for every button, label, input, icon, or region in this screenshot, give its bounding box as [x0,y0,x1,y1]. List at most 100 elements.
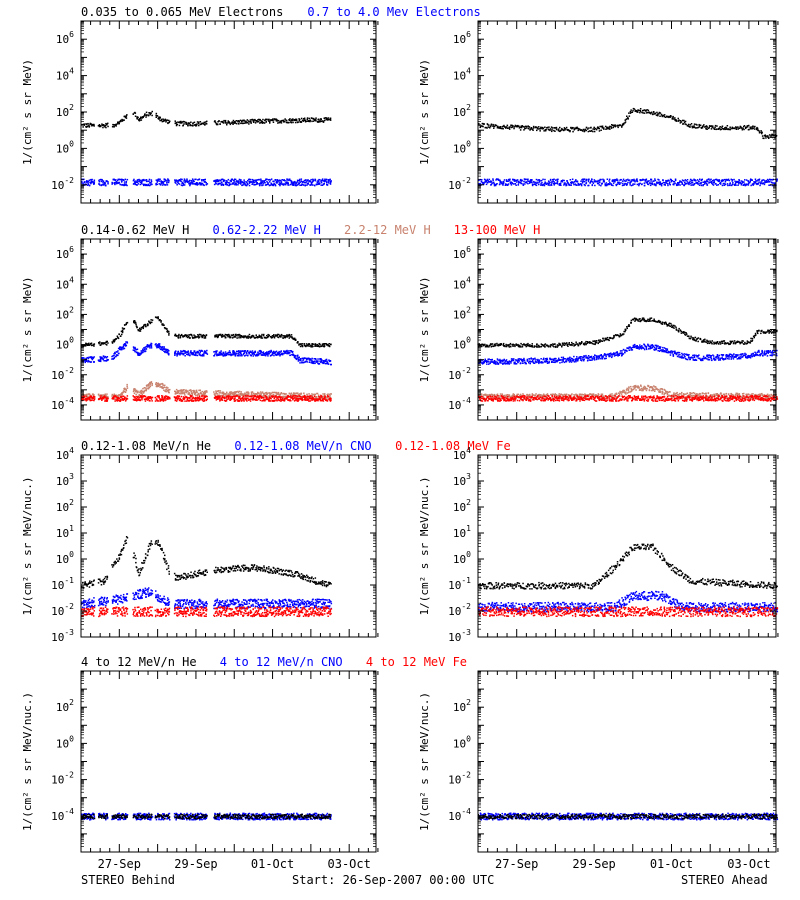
data-point [625,183,627,185]
data-point [674,179,677,181]
data-point [589,182,592,184]
data-point [257,337,259,339]
data-point [87,182,89,184]
data-point [87,180,89,182]
data-point [270,349,272,352]
data-point [656,182,658,185]
data-point [751,126,753,128]
data-point [672,116,674,118]
data-point [147,114,150,116]
data-point [104,393,106,395]
data-point [308,393,310,395]
data-point [281,179,283,181]
data-point [256,183,259,185]
data-point [326,118,329,121]
data-point [527,180,529,182]
data-point [728,179,731,182]
data-point [694,127,697,129]
data-point [266,352,268,354]
data-point [556,183,559,185]
data-point [503,179,506,181]
data-point [544,178,546,181]
data-point [144,346,147,348]
data-point [282,335,284,337]
data-point [107,181,109,183]
data-point [284,118,286,120]
data-point [182,335,184,337]
data-point [139,354,141,356]
data-point [495,179,497,181]
data-point [320,397,323,399]
data-point [273,118,276,120]
data-point [309,184,311,186]
data-point [253,352,255,354]
data-point [511,124,513,127]
data-point [752,127,754,130]
data-point [158,343,161,345]
data-point [542,178,544,181]
data-point [203,337,205,339]
data-point [248,352,250,355]
data-point [647,109,650,112]
data-point [769,136,771,138]
data-point [124,396,126,398]
data-point [114,183,116,186]
data-point [262,182,265,184]
data-point [233,352,236,355]
data-point [329,180,331,182]
data-point [83,181,86,184]
data-point [278,179,281,181]
data-point [149,321,152,323]
data-point [611,124,613,126]
data-point [190,180,193,182]
data-point [260,337,262,339]
data-point [187,124,189,126]
data-point [145,389,147,392]
data-point [726,125,729,127]
data-point [648,111,650,113]
data-point [753,183,755,186]
data-point [545,128,547,131]
data-point [292,184,294,186]
data-point [706,182,708,185]
data-point [197,352,199,354]
data-point [582,128,585,131]
data-point [136,181,138,183]
data-point [98,341,100,344]
data-point [283,350,285,352]
data-point [197,122,200,125]
data-point [321,359,323,361]
data-point [189,394,191,396]
data-point [292,121,294,124]
data-point [186,353,188,356]
data-point [121,180,123,182]
data-point [221,333,224,336]
data-point [93,356,95,358]
data-point [91,344,93,347]
data-point [628,115,631,117]
data-point [487,180,489,182]
data-point [658,111,661,114]
data-point [222,180,225,183]
data-point [630,180,633,182]
data-point [199,184,202,186]
data-point [317,183,319,186]
data-point [120,348,122,350]
data-point [115,179,117,181]
data-point [215,351,218,353]
data-point [250,351,253,354]
data-point [219,353,221,355]
data-point [205,352,208,354]
data-point [205,181,207,184]
data-point [261,333,263,336]
data-point [83,357,85,359]
data-point [234,183,236,186]
data-point [479,124,481,126]
data-point [547,184,550,186]
data-point [252,335,255,337]
data-point [270,183,273,185]
data-point [81,180,83,183]
data-point [728,184,731,187]
data-point [133,389,135,392]
data-point [655,184,657,187]
